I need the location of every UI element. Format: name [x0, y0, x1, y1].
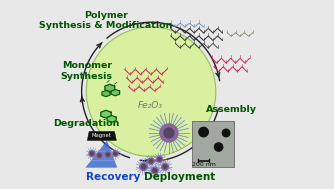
Circle shape: [160, 124, 178, 142]
Circle shape: [151, 167, 158, 174]
Circle shape: [98, 154, 101, 157]
Circle shape: [158, 158, 161, 161]
Circle shape: [199, 127, 208, 137]
Text: Polymer
Synthesis & Modification: Polymer Synthesis & Modification: [39, 11, 173, 30]
FancyBboxPatch shape: [192, 121, 233, 167]
Circle shape: [114, 152, 117, 155]
Polygon shape: [105, 84, 115, 92]
Text: 200 nm: 200 nm: [192, 162, 215, 167]
Circle shape: [106, 153, 110, 156]
Polygon shape: [111, 89, 120, 96]
Polygon shape: [107, 115, 116, 122]
Text: Deployment: Deployment: [144, 172, 215, 182]
Text: Fe₂O₃: Fe₂O₃: [138, 101, 163, 110]
Text: Degradation: Degradation: [53, 119, 119, 128]
Circle shape: [153, 169, 157, 172]
Circle shape: [164, 128, 174, 138]
Circle shape: [157, 156, 163, 162]
Circle shape: [86, 27, 216, 156]
Circle shape: [97, 153, 102, 158]
Circle shape: [90, 152, 94, 155]
Circle shape: [214, 143, 223, 151]
Circle shape: [113, 151, 118, 156]
Circle shape: [142, 165, 146, 169]
Text: Recovery: Recovery: [87, 172, 141, 182]
Text: Magnet: Magnet: [92, 133, 112, 139]
Polygon shape: [86, 140, 117, 168]
Polygon shape: [101, 110, 111, 118]
Polygon shape: [102, 91, 110, 97]
Circle shape: [105, 152, 111, 157]
Circle shape: [140, 163, 147, 170]
Text: Assembly: Assembly: [206, 105, 257, 114]
Circle shape: [222, 129, 230, 137]
Polygon shape: [87, 132, 116, 140]
Circle shape: [89, 151, 95, 157]
Circle shape: [149, 160, 153, 163]
Text: Monomer
Synthesis: Monomer Synthesis: [61, 61, 113, 81]
Circle shape: [148, 158, 154, 164]
Circle shape: [162, 163, 168, 170]
Circle shape: [163, 165, 167, 169]
